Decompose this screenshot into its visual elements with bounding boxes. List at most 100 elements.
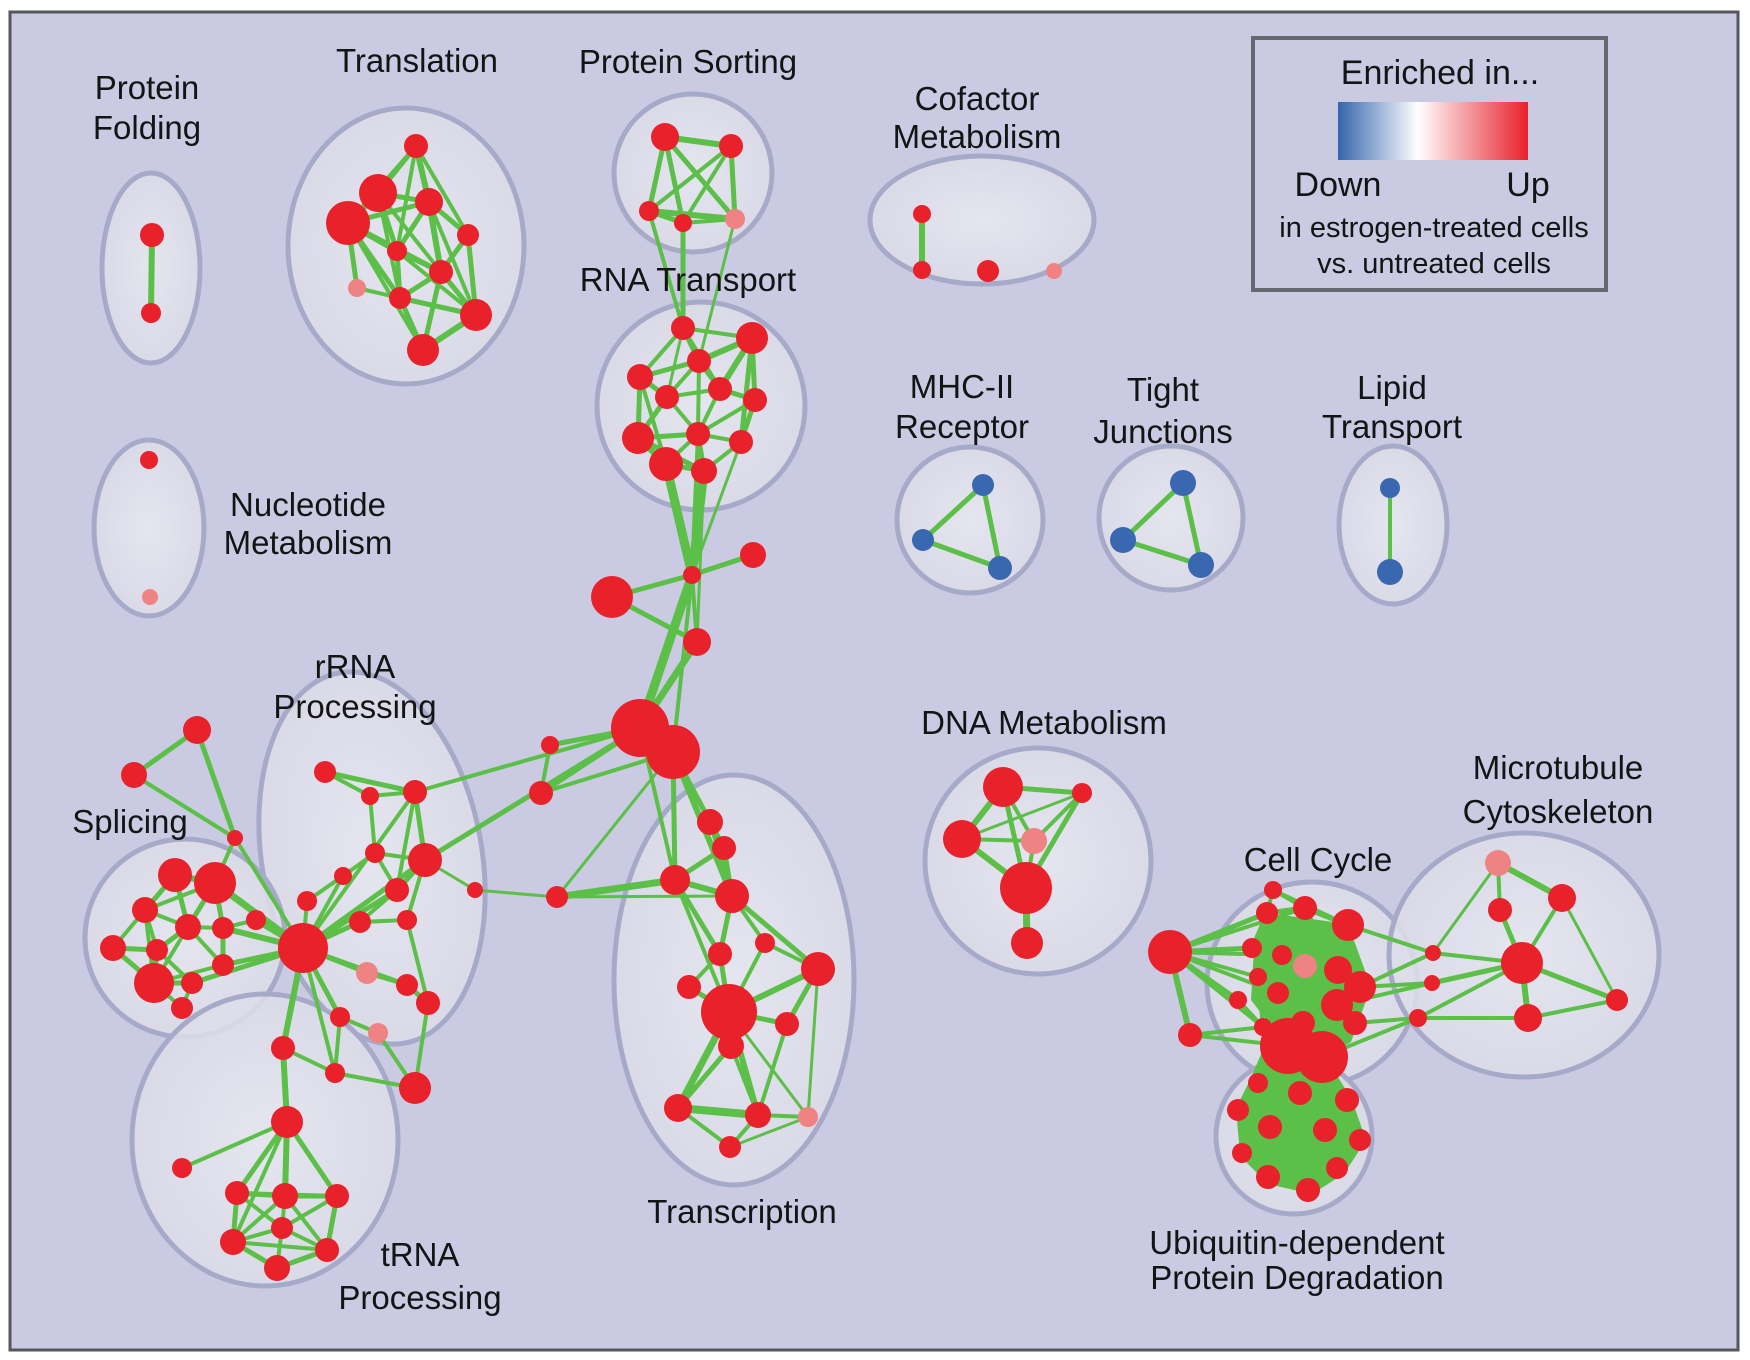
node-ps3[interactable] <box>674 214 692 232</box>
node-r4[interactable] <box>334 867 352 885</box>
node-c7[interactable] <box>1293 954 1317 978</box>
node-k8[interactable] <box>271 1217 293 1239</box>
node-t2[interactable] <box>660 865 690 895</box>
node-tr5[interactable] <box>387 241 407 261</box>
node-r13[interactable] <box>330 1007 350 1027</box>
node-pf0[interactable] <box>140 223 164 247</box>
node-tr0[interactable] <box>404 134 428 158</box>
node-s3[interactable] <box>175 914 201 940</box>
node-c12[interactable] <box>1321 989 1353 1021</box>
node-rn7[interactable] <box>622 422 654 454</box>
node-r12[interactable] <box>416 991 440 1015</box>
node-r17[interactable] <box>399 1072 431 1104</box>
node-g2[interactable] <box>227 830 243 846</box>
node-t9[interactable] <box>701 984 757 1040</box>
node-r7[interactable] <box>297 891 317 911</box>
node-S1[interactable] <box>683 566 701 584</box>
node-tr7[interactable] <box>348 279 366 297</box>
node-tj1[interactable] <box>1110 527 1136 553</box>
node-u10[interactable] <box>1296 1178 1320 1202</box>
node-c1[interactable] <box>1178 1023 1202 1047</box>
node-tr6[interactable] <box>429 260 453 284</box>
node-pf1[interactable] <box>141 303 161 323</box>
node-t1[interactable] <box>712 836 736 860</box>
node-ps4[interactable] <box>725 209 745 229</box>
node-HUB[interactable] <box>278 923 328 973</box>
node-s11[interactable] <box>171 997 193 1019</box>
node-s0[interactable] <box>158 858 192 892</box>
node-lp0[interactable] <box>1380 478 1400 498</box>
node-d4[interactable] <box>1000 862 1052 914</box>
node-c4[interactable] <box>1332 909 1364 941</box>
node-rn8[interactable] <box>686 422 710 446</box>
node-c11[interactable] <box>1344 971 1376 1003</box>
node-co0[interactable] <box>913 205 931 223</box>
node-rn2[interactable] <box>627 364 653 390</box>
node-tr2[interactable] <box>415 188 443 216</box>
node-c2[interactable] <box>1256 902 1278 924</box>
node-nu0[interactable] <box>140 451 158 469</box>
node-hs0[interactable] <box>541 736 559 754</box>
node-u7[interactable] <box>1232 1143 1252 1163</box>
node-m3[interactable] <box>1501 942 1543 984</box>
node-c10[interactable] <box>1267 982 1289 1004</box>
node-k1[interactable] <box>172 1158 192 1178</box>
node-r15[interactable] <box>271 1036 295 1060</box>
node-tr3[interactable] <box>326 201 370 245</box>
node-m0[interactable] <box>1485 850 1511 876</box>
node-k2[interactable] <box>225 1181 249 1205</box>
node-S3[interactable] <box>683 628 711 656</box>
node-br1[interactable] <box>1424 975 1440 991</box>
node-k4[interactable] <box>325 1184 349 1208</box>
node-c15[interactable] <box>1343 1011 1367 1035</box>
node-rn0[interactable] <box>671 316 695 340</box>
node-d5[interactable] <box>1011 927 1043 959</box>
node-r3[interactable] <box>365 843 385 863</box>
node-rn11[interactable] <box>691 458 717 484</box>
node-d2[interactable] <box>943 820 981 858</box>
node-k0[interactable] <box>271 1106 303 1138</box>
node-tr9[interactable] <box>460 299 492 331</box>
node-u3[interactable] <box>1227 1099 1249 1121</box>
node-k6[interactable] <box>315 1238 339 1262</box>
node-c9[interactable] <box>1249 968 1267 986</box>
node-t10[interactable] <box>775 1012 799 1036</box>
node-c20[interactable] <box>1264 881 1282 899</box>
node-u6[interactable] <box>1349 1129 1371 1151</box>
node-rn10[interactable] <box>649 447 683 481</box>
node-t13[interactable] <box>745 1102 771 1128</box>
node-t11[interactable] <box>718 1033 744 1059</box>
node-br0[interactable] <box>1425 945 1441 961</box>
node-rn1[interactable] <box>736 322 768 354</box>
node-g0[interactable] <box>183 716 211 744</box>
node-rn4[interactable] <box>655 385 679 409</box>
node-s8[interactable] <box>212 954 234 976</box>
node-t14[interactable] <box>798 1107 818 1127</box>
node-m2[interactable] <box>1488 898 1512 922</box>
node-co1[interactable] <box>913 261 931 279</box>
node-mh0[interactable] <box>972 474 994 496</box>
node-u8[interactable] <box>1256 1165 1280 1189</box>
node-tr8[interactable] <box>389 287 411 309</box>
node-nu1[interactable] <box>142 589 158 605</box>
node-tr4[interactable] <box>457 224 479 246</box>
node-r11[interactable] <box>396 974 418 996</box>
node-k3[interactable] <box>272 1183 298 1209</box>
node-t5[interactable] <box>708 942 732 966</box>
node-ps0[interactable] <box>651 123 679 151</box>
node-s4[interactable] <box>212 917 234 939</box>
node-r0[interactable] <box>314 761 336 783</box>
node-u0[interactable] <box>1248 1073 1268 1093</box>
node-B1[interactable] <box>591 576 633 618</box>
node-u2[interactable] <box>1335 1088 1359 1112</box>
node-tr1[interactable] <box>359 174 397 212</box>
node-co2[interactable] <box>977 260 999 282</box>
node-s10[interactable] <box>181 972 203 994</box>
node-hs1[interactable] <box>529 781 553 805</box>
node-d0[interactable] <box>983 767 1023 807</box>
node-c5[interactable] <box>1242 938 1262 958</box>
node-k5[interactable] <box>220 1229 246 1255</box>
node-mh2[interactable] <box>988 556 1012 580</box>
node-t6[interactable] <box>755 933 775 953</box>
node-c0[interactable] <box>1148 930 1192 974</box>
